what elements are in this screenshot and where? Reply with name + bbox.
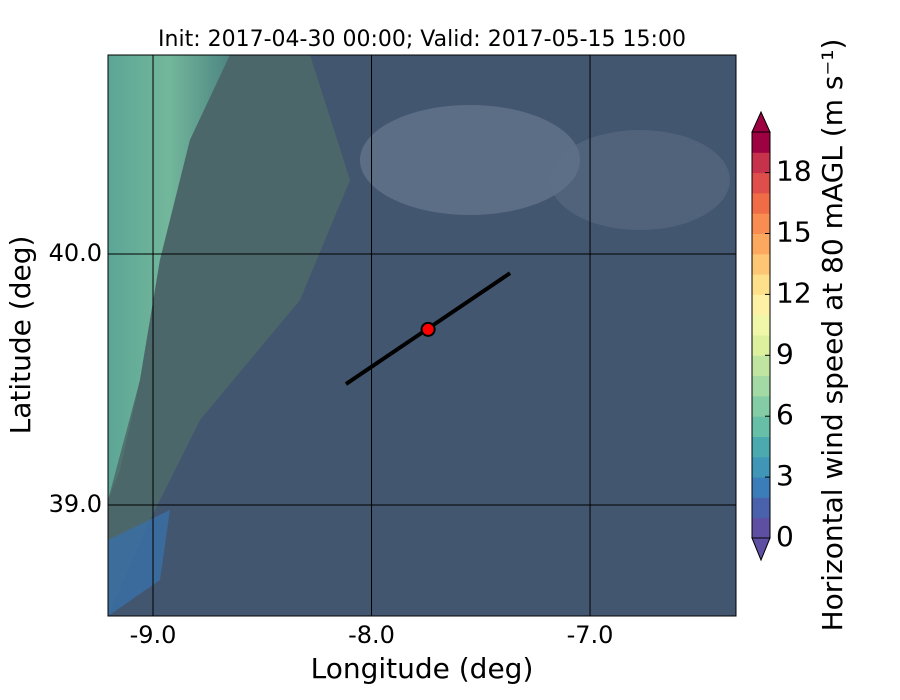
colorbar-extend-low: [751, 537, 771, 562]
colorbar-level: [752, 294, 770, 316]
colorbar-level: [752, 253, 770, 275]
y-axis-label: Latitude (deg): [4, 236, 37, 435]
y-tick-label: 40.0: [49, 239, 102, 267]
colorbar-level: [752, 213, 770, 234]
plot-frame: [107, 54, 737, 617]
site-marker: [420, 321, 436, 337]
colorbar-frame: [751, 131, 771, 539]
colorbar-tick-label: 3: [776, 459, 794, 492]
colorbar-tick-label: 0: [776, 520, 794, 553]
chart-title: Init: 2017-04-30 00:00; Valid: 2017-05-1…: [158, 27, 686, 52]
colorbar-level: [752, 233, 770, 255]
colorbar-level: [752, 192, 770, 214]
colorbar-level: [752, 314, 770, 336]
colorbar-level: [752, 477, 770, 498]
colorbar-tick-label: 18: [776, 155, 812, 188]
colorbar-level: [752, 355, 770, 377]
colorbar-level: [752, 395, 770, 417]
y-tick-label: 39.0: [49, 490, 102, 518]
x-tick-label: -7.0: [567, 621, 614, 649]
colorbar-label: Horizontal wind speed at 80 mAGL (m s⁻¹): [816, 39, 849, 632]
x-tick-label: -8.0: [348, 621, 395, 649]
colorbar-tick-label: 15: [776, 216, 812, 249]
colorbar-tick-label: 12: [776, 276, 812, 309]
colorbar-level: [752, 274, 770, 295]
colorbar-level: [752, 416, 770, 437]
x-axis-label: Longitude (deg): [311, 652, 534, 685]
colorbar-level: [752, 132, 770, 153]
map-background: [108, 55, 736, 616]
x-tick-label: -9.0: [130, 621, 177, 649]
colorbar-level: [752, 497, 770, 519]
colorbar-level: [752, 517, 770, 539]
colorbar-level: [752, 456, 770, 478]
colorbar-level: [752, 152, 770, 174]
colorbar-tick-label: 9: [776, 337, 794, 370]
colorbar-extend-high: [751, 110, 771, 133]
colorbar-level: [752, 375, 770, 397]
colorbar-tick-label: 6: [776, 398, 794, 431]
colorbar-level: [752, 335, 770, 356]
colorbar-level: [752, 172, 770, 194]
colorbar-level: [752, 436, 770, 458]
